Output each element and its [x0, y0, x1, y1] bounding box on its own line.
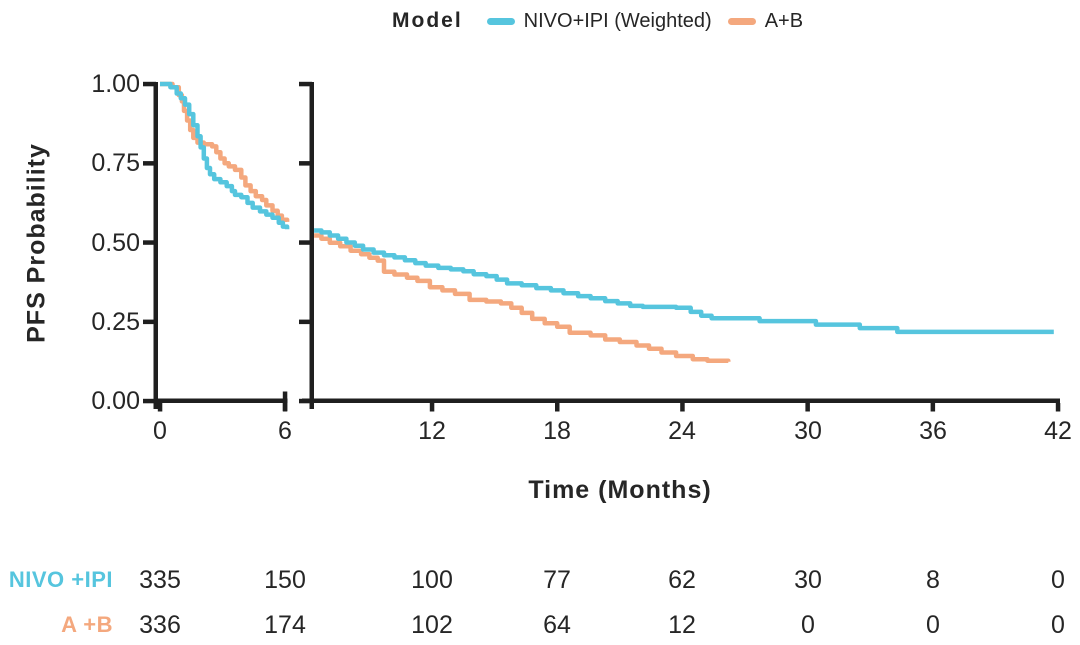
- x-tick-mark: [930, 403, 936, 412]
- nivo-ipi-weighted-curve-panel1: [160, 81, 290, 230]
- x-axis-line-panel2: [302, 398, 1060, 403]
- risk-value: 8: [926, 566, 940, 594]
- y-tick-mark: [143, 240, 156, 245]
- y-tick-mark: [143, 161, 156, 166]
- risk-row-label-1: A +B: [61, 612, 113, 637]
- nivo-ipi-weighted-curve-panel2: [314, 228, 1054, 335]
- nivo-ipi-line-swatch: [486, 17, 515, 25]
- legend-item-nivo-ipi: NIVO+IPI (Weighted): [486, 9, 712, 33]
- risk-value: 150: [264, 566, 306, 594]
- right-y-axis-line: [309, 82, 314, 409]
- legend-title: Model: [392, 9, 463, 32]
- legend-label-nivo-ipi: NIVO+IPI (Weighted): [523, 9, 712, 32]
- y-tick-mark: [143, 319, 156, 325]
- risk-value: 62: [668, 566, 696, 594]
- risk-row-label-0: NIVO +IPI: [8, 567, 113, 592]
- km-curves-plot: [143, 81, 1061, 412]
- a-b-curve-panel2: [314, 233, 731, 363]
- legend: Model NIVO+IPI (Weighted) A+B: [392, 9, 803, 33]
- a-b-curve-panel1: [160, 81, 290, 222]
- x-tick-mark: [1055, 403, 1061, 412]
- y-tick-mark: [299, 81, 312, 87]
- risk-value: 0: [1051, 611, 1065, 639]
- y-tick-mark: [143, 398, 156, 404]
- risk-value: 12: [668, 611, 696, 639]
- x-tick-mark: [429, 403, 435, 412]
- x-tick-mark: [805, 403, 810, 412]
- x-tick-mark: [555, 403, 560, 412]
- risk-value: 100: [411, 566, 453, 594]
- y-tick-mark: [143, 81, 156, 87]
- risk-value: 77: [543, 566, 571, 594]
- risk-value: 0: [801, 611, 815, 639]
- risk-value: 336: [139, 611, 181, 639]
- axis-break-cap: [282, 391, 288, 411]
- legend-label-a-plus-b: A+B: [764, 9, 804, 32]
- y-tick-mark: [299, 319, 312, 325]
- risk-value: 174: [264, 611, 306, 639]
- y-tick-mark: [299, 240, 312, 245]
- legend-item-a-plus-b: A+B: [727, 9, 804, 33]
- risk-value: 335: [139, 566, 181, 594]
- x-axis-line-panel1: [153, 398, 288, 403]
- left-y-axis-line: [153, 82, 158, 409]
- x-tick-mark: [282, 403, 288, 412]
- x-tick-mark: [157, 403, 163, 412]
- risk-value: 0: [926, 611, 940, 639]
- risk-value: 64: [543, 611, 571, 639]
- risk-value: 102: [411, 611, 453, 639]
- risk-value: 0: [1051, 566, 1065, 594]
- risk-value: 30: [794, 566, 822, 594]
- a-plus-b-line-swatch: [727, 17, 756, 25]
- x-tick-mark: [680, 403, 685, 412]
- x-axis-title: Time (Months): [528, 476, 712, 504]
- y-tick-mark: [299, 161, 312, 166]
